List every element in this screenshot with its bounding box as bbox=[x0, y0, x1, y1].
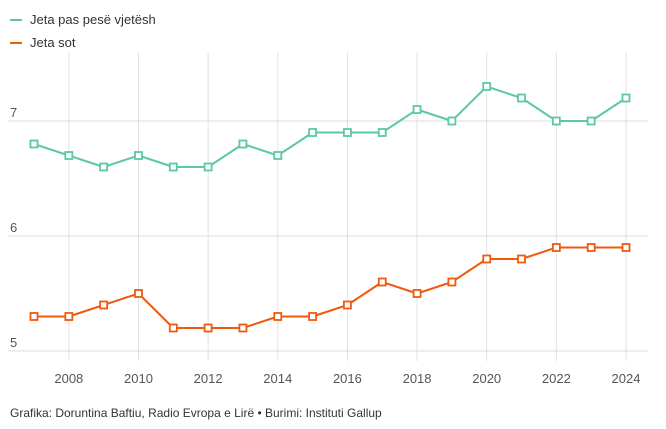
series-2-point bbox=[99, 300, 109, 310]
series-layer bbox=[29, 82, 631, 333]
series-1-point bbox=[64, 151, 74, 160]
x-tick-label: 2024 bbox=[612, 371, 641, 386]
x-tick-label: 2018 bbox=[403, 371, 432, 386]
series-1-point bbox=[168, 162, 178, 172]
series-2-point bbox=[168, 323, 178, 333]
series-1-point bbox=[29, 139, 39, 149]
series-2-point bbox=[412, 289, 422, 298]
x-tick-label: 2022 bbox=[542, 371, 571, 386]
series-1-point bbox=[343, 128, 352, 137]
series-1-point bbox=[134, 151, 143, 160]
series-2-point bbox=[377, 277, 387, 287]
x-tick-label: 2016 bbox=[333, 371, 362, 386]
series-2-point bbox=[517, 254, 526, 264]
series-1-point bbox=[621, 93, 631, 103]
series-2-point bbox=[29, 312, 39, 321]
series-1-point bbox=[517, 93, 526, 103]
x-tick-label: 2012 bbox=[194, 371, 223, 386]
series-1-point bbox=[238, 139, 248, 149]
series-1-point bbox=[203, 162, 213, 172]
series-2-point bbox=[134, 289, 143, 298]
series-2-point bbox=[482, 254, 492, 264]
x-tick-label: 2008 bbox=[54, 371, 83, 386]
series-2-point bbox=[203, 323, 213, 333]
series-1-point bbox=[447, 116, 457, 126]
series-1-point bbox=[99, 162, 109, 172]
y-tick-label: 5 bbox=[10, 335, 17, 350]
x-tick-label: 2014 bbox=[263, 371, 292, 386]
series-1-point bbox=[482, 82, 492, 91]
series-1-point bbox=[377, 128, 387, 137]
series-2-point bbox=[64, 312, 74, 321]
series-2-point bbox=[238, 323, 248, 333]
series-2-point bbox=[586, 243, 596, 252]
y-tick-label: 6 bbox=[10, 220, 17, 235]
source-caption: Grafika: Doruntina Baftiu, Radio Evropa … bbox=[10, 406, 382, 420]
gridlines bbox=[8, 52, 648, 361]
y-tick-label: 7 bbox=[10, 105, 17, 120]
legend-label-series-1: Jeta pas pesë vjetësh bbox=[30, 12, 156, 27]
y-axis: 5 6 7 bbox=[10, 105, 17, 350]
series-2-point bbox=[273, 312, 283, 321]
series-1-point bbox=[273, 151, 283, 160]
x-tick-label: 2020 bbox=[472, 371, 501, 386]
legend-label-series-2: Jeta sot bbox=[30, 35, 76, 50]
series-line-1 bbox=[33, 85, 627, 168]
x-tick-label: 2010 bbox=[124, 371, 153, 386]
series-1-point bbox=[308, 128, 317, 137]
x-axis: 2008 2010 2012 2014 2016 2018 2020 2022 2024 bbox=[54, 371, 640, 386]
series-2-point bbox=[308, 312, 317, 321]
series-line-2 bbox=[34, 246, 626, 329]
series-1-point bbox=[412, 105, 422, 114]
series-1-point bbox=[551, 116, 561, 126]
series-2-point bbox=[551, 243, 561, 252]
series-2-point bbox=[621, 243, 631, 252]
series-2-point bbox=[343, 300, 352, 310]
series-2-point bbox=[447, 277, 457, 287]
legend: Jeta pas pesë vjetësh Jeta sot bbox=[10, 12, 156, 50]
series-1-point bbox=[586, 116, 596, 126]
